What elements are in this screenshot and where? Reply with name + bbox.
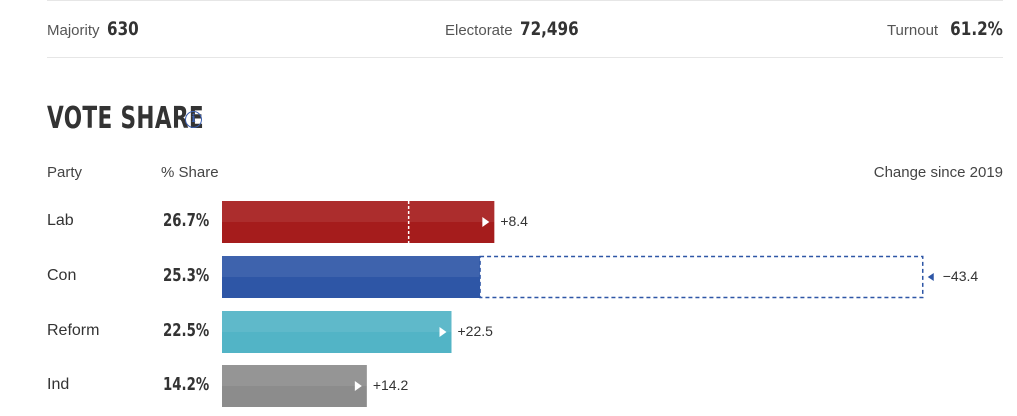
top-divider xyxy=(47,0,1003,1)
party-name: Con xyxy=(47,267,77,284)
majority-stat: Majority 630 xyxy=(47,18,146,50)
stats-divider xyxy=(47,57,1003,58)
electorate-value: 72,496 xyxy=(519,18,579,40)
turnout-stat: Turnout 61.2% xyxy=(887,18,1003,50)
change-label: −43.4 xyxy=(942,268,979,284)
info-icon[interactable]: i xyxy=(185,111,202,128)
turnout-value: 61.2% xyxy=(950,18,1003,40)
change-label: +14.2 xyxy=(372,377,409,393)
bar-highlight xyxy=(222,201,495,222)
electorate-stat: Electorate 72,496 xyxy=(445,18,593,50)
electorate-label: Electorate xyxy=(445,22,513,39)
change-label: +22.5 xyxy=(457,323,493,339)
bar-highlight xyxy=(222,365,367,386)
previous-share-outline xyxy=(479,255,924,299)
bar-lab xyxy=(222,201,495,243)
party-name: Ind xyxy=(47,376,70,393)
section-title: VOTE SHARE xyxy=(47,101,205,136)
change-arrow xyxy=(927,273,934,281)
turnout-label: Turnout xyxy=(886,22,939,39)
change-label: +8.4 xyxy=(500,213,528,229)
party-name: Lab xyxy=(47,212,74,229)
change-arrow xyxy=(482,217,490,227)
bar-highlight xyxy=(222,256,481,277)
change-arrow xyxy=(439,327,447,337)
share-value: 22.5% xyxy=(163,320,210,341)
majority-label: Majority xyxy=(47,22,100,39)
party-name: Reform xyxy=(47,322,100,339)
change-arrow xyxy=(354,381,362,391)
share-value: 14.2% xyxy=(163,374,210,395)
bar-highlight xyxy=(222,311,452,332)
bar-con xyxy=(222,256,481,298)
column-header-share: % Share xyxy=(161,164,219,181)
majority-value: 630 xyxy=(106,18,139,40)
bar-ind xyxy=(222,365,367,407)
bar-reform xyxy=(222,311,452,353)
column-header-change: Change since 2019 xyxy=(873,164,1003,181)
column-header-party: Party xyxy=(47,164,83,181)
share-value: 25.3% xyxy=(163,265,210,286)
constituency-stats: Majority 630 Electorate 72,496 Turnout 6… xyxy=(47,18,1003,50)
share-value: 26.7% xyxy=(163,210,210,231)
